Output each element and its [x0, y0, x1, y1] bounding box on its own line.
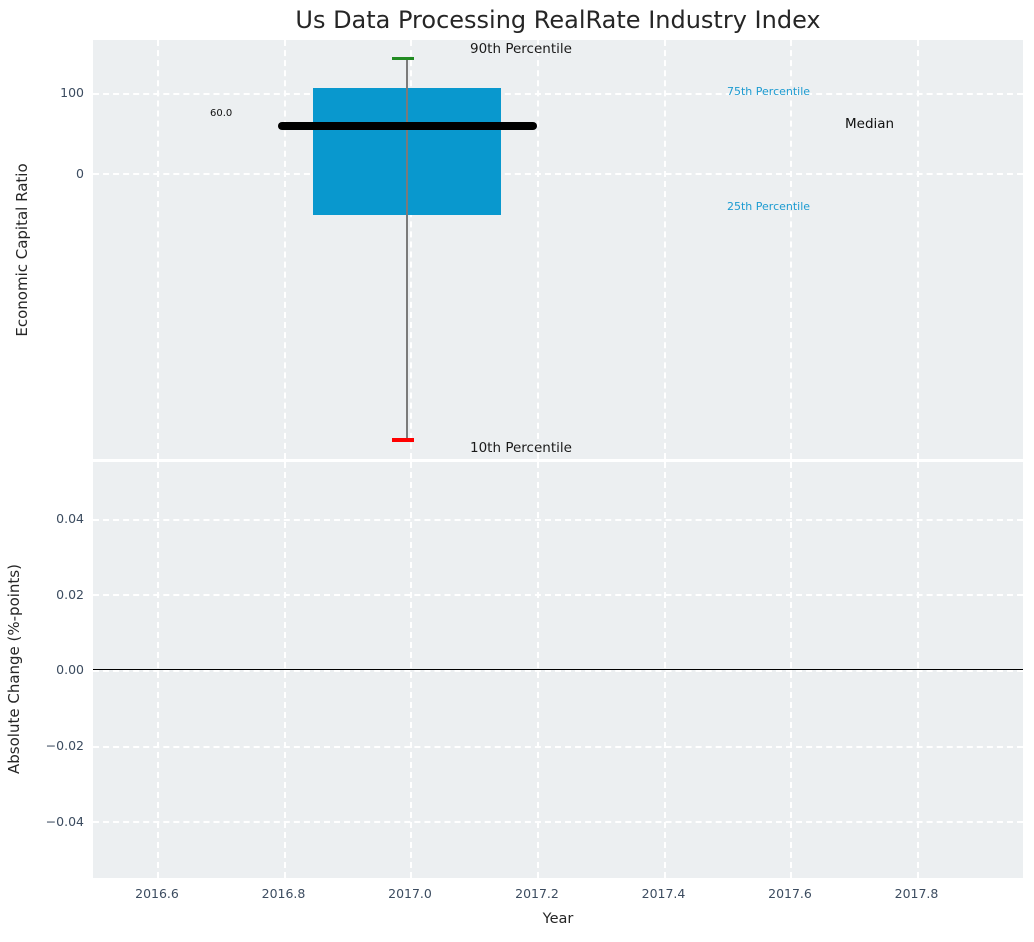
top-y-tick-label: 0 — [76, 166, 84, 181]
bottom-y-tick-label: −0.02 — [45, 738, 84, 753]
gridline-vertical — [916, 40, 919, 459]
top-y-tick-label: 100 — [60, 85, 84, 100]
bottom-y-tick-label: −0.04 — [45, 813, 84, 829]
boxplot-10th-percentile-cap — [392, 438, 414, 442]
gridline-vertical — [537, 40, 539, 459]
gridline-horizontal — [93, 594, 1023, 597]
annotation-median: Median — [845, 116, 895, 132]
boxplot-90th-percentile-cap — [392, 56, 414, 60]
gridline-vertical — [410, 40, 412, 459]
bottom-axes — [93, 462, 1023, 878]
boxplot-median-line — [278, 122, 537, 130]
x-axis-label: Year — [542, 911, 574, 927]
top-axes: 90th Percentile 75th Percentile Median 2… — [93, 40, 1023, 459]
gridline-vertical — [283, 40, 286, 459]
bottom-y-tick-label: 0.02 — [56, 586, 84, 602]
bottom-y-tick-label: 0.00 — [56, 662, 84, 677]
gridline-vertical — [790, 40, 792, 459]
x-tick-label: 2017.4 — [641, 886, 686, 901]
zero-reference-line — [93, 669, 1023, 670]
x-tick-label: 2016.6 — [135, 886, 179, 901]
boxplot-whisker-line — [406, 58, 408, 440]
annotation-90th-percentile: 90th Percentile — [470, 41, 572, 57]
median-value-label: 60.0 — [210, 108, 233, 119]
top-y-axis-label: Economic Capital Ratio — [13, 163, 31, 337]
chart-title: Us Data Processing RealRate Industry Ind… — [295, 6, 821, 34]
x-tick-label: 2017.6 — [768, 886, 812, 901]
gridline-vertical — [663, 40, 666, 459]
bottom-y-tick-label: 0.04 — [56, 511, 84, 526]
x-tick-label: 2017.8 — [894, 886, 939, 901]
annotation-25th-percentile: 25th Percentile — [727, 200, 811, 213]
gridline-horizontal — [93, 173, 1023, 176]
gridline-horizontal — [93, 92, 1023, 95]
annotation-10th-percentile: 10th Percentile — [470, 440, 572, 456]
gridline-horizontal — [93, 745, 1023, 748]
x-tick-label: 2016.8 — [261, 886, 306, 901]
gridline-horizontal — [93, 821, 1023, 824]
x-tick-label: 2017.2 — [515, 886, 559, 901]
annotation-75th-percentile: 75th Percentile — [727, 85, 811, 98]
gridline-vertical — [157, 40, 159, 459]
gridline-horizontal — [93, 519, 1023, 521]
x-tick-label: 2017.0 — [388, 886, 432, 901]
gridline-horizontal — [93, 670, 1023, 672]
